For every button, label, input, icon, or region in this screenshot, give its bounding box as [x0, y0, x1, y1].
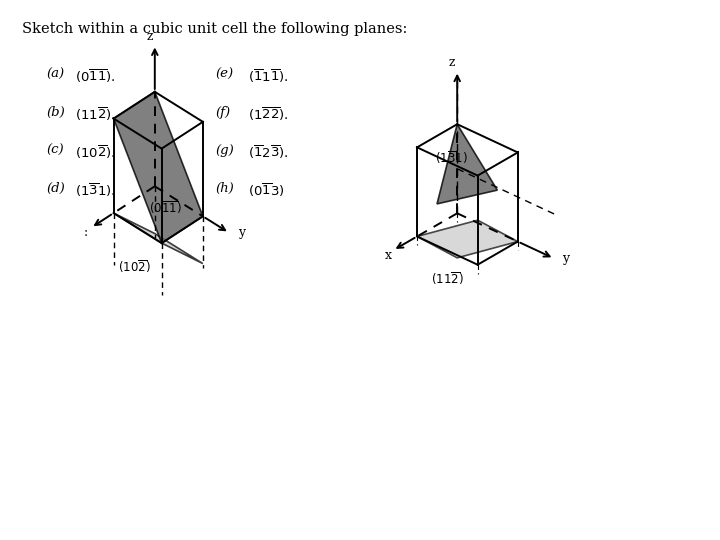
- Text: y: y: [562, 252, 570, 265]
- Text: (d): (d): [46, 182, 65, 195]
- Text: $(0\overline{1}3)$: $(0\overline{1}3)$: [248, 182, 284, 199]
- Text: y: y: [238, 226, 245, 239]
- Polygon shape: [114, 213, 203, 264]
- Text: $(1\overline{3}1)$.: $(1\overline{3}1)$.: [75, 182, 116, 199]
- Text: (h): (h): [215, 182, 234, 195]
- Text: $(11\overline{2})$.: $(11\overline{2})$.: [75, 106, 116, 123]
- Text: $(11\overline{2})$: $(11\overline{2})$: [431, 271, 464, 287]
- Text: z: z: [449, 56, 456, 69]
- Text: $(\overline{1}2\overline{3})$.: $(\overline{1}2\overline{3})$.: [248, 144, 289, 161]
- Text: (a): (a): [46, 68, 64, 81]
- Text: $(1\overline{2}\overline{2})$.: $(1\overline{2}\overline{2})$.: [248, 106, 289, 123]
- Text: (e): (e): [215, 68, 233, 81]
- Text: z: z: [147, 30, 153, 43]
- Polygon shape: [417, 220, 518, 258]
- Text: $(\overline{1}1\overline{1})$.: $(\overline{1}1\overline{1})$.: [248, 68, 289, 85]
- Text: x: x: [384, 249, 392, 262]
- Text: (g): (g): [215, 144, 234, 157]
- Text: $(1\overline{3}1)$: $(1\overline{3}1)$: [435, 148, 467, 166]
- Text: (f): (f): [215, 106, 230, 119]
- Text: $(0\overline{1}\overline{1})$.: $(0\overline{1}\overline{1})$.: [75, 68, 116, 85]
- Text: $(10\overline{2})$: $(10\overline{2})$: [118, 258, 150, 275]
- Text: (b): (b): [46, 106, 65, 119]
- Text: $(0\overline{1}\overline{1})$: $(0\overline{1}\overline{1})$: [148, 199, 181, 216]
- Text: (c): (c): [46, 144, 63, 157]
- Text: $(10\overline{2})$.: $(10\overline{2})$.: [75, 144, 116, 161]
- Text: :: :: [84, 226, 88, 239]
- Text: Sketch within a cubic unit cell the following planes:: Sketch within a cubic unit cell the foll…: [22, 22, 408, 36]
- Polygon shape: [437, 124, 498, 204]
- Polygon shape: [114, 92, 203, 243]
